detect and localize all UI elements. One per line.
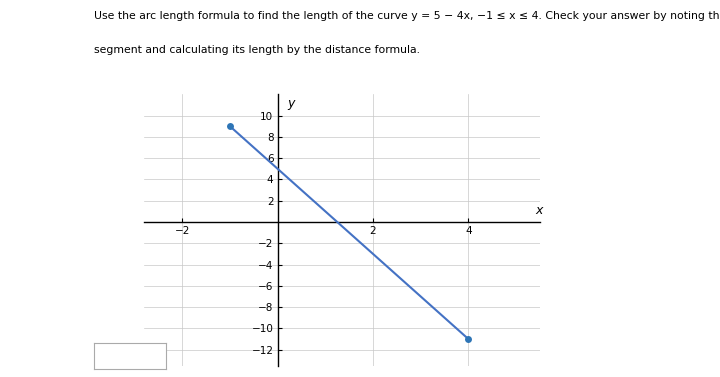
Text: segment and calculating its length by the distance formula.: segment and calculating its length by th… bbox=[94, 45, 420, 55]
Text: x: x bbox=[535, 204, 543, 217]
Text: y: y bbox=[287, 97, 294, 110]
Text: Use the arc length formula to find the length of the curve y = 5 − 4x, −1 ≤ x ≤ : Use the arc length formula to find the l… bbox=[94, 11, 720, 21]
